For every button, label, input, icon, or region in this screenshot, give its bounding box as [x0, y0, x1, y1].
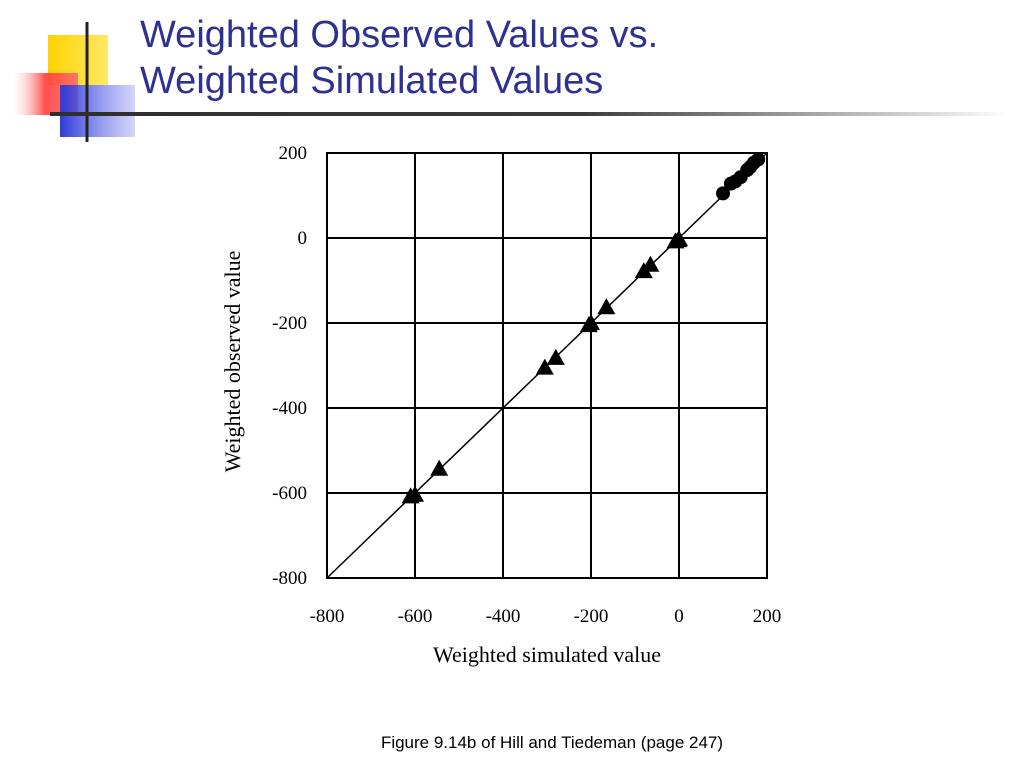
y-tick-label: -200: [272, 313, 307, 334]
y-tick-label: -800: [272, 568, 307, 589]
y-tick-label: 0: [298, 228, 308, 249]
y-tick-label: -600: [272, 483, 307, 504]
slide-title-line1: Weighted Observed Values vs.: [140, 14, 659, 56]
triangle-point: [670, 230, 688, 247]
triangle-point: [641, 255, 660, 272]
triangle-point: [406, 485, 424, 502]
x-tick-label: -600: [398, 606, 433, 627]
x-tick-label: -800: [310, 606, 345, 627]
y-tick-label: -400: [272, 398, 307, 419]
triangle-point: [535, 358, 554, 375]
title-underline: [50, 112, 1010, 116]
circle-point: [751, 152, 766, 167]
triangle-point: [430, 459, 449, 476]
figure-caption: Figure 9.14b of Hill and Tiedeman (page …: [380, 733, 724, 752]
triangle-point: [597, 298, 616, 315]
logo-blue-square: [60, 85, 135, 137]
x-axis-label: Weighted simulated value: [433, 642, 661, 667]
slide-title-line2: Weighted Simulated Values: [140, 60, 604, 102]
x-tick-label: -200: [574, 606, 609, 627]
triangle-point: [546, 348, 565, 365]
y-axis-label: Weighted observed value: [220, 251, 245, 473]
decorative-logo: [12, 22, 135, 142]
y-tick-label: 200: [279, 143, 308, 164]
x-tick-label: 200: [753, 606, 782, 627]
triangle-point: [582, 314, 600, 330]
x-tick-label: 0: [674, 606, 684, 627]
x-tick-label: -400: [486, 606, 521, 627]
circle-point: [716, 186, 730, 201]
slide-title: Weighted Observed Values vs. Weighted Si…: [140, 12, 1000, 104]
plot-frame: [326, 152, 768, 579]
